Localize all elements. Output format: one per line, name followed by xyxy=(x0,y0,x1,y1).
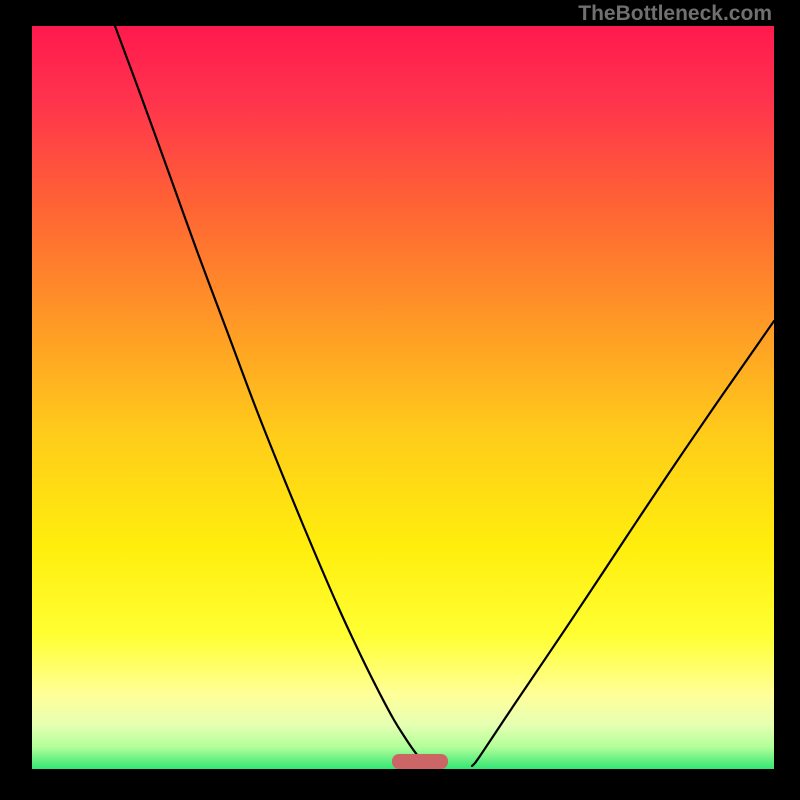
curve-left-branch xyxy=(115,26,427,766)
curve-right-branch xyxy=(472,321,774,766)
curve-svg xyxy=(32,26,774,769)
plot-area xyxy=(32,26,774,769)
watermark-text: TheBottleneck.com xyxy=(578,2,772,26)
bottleneck-marker xyxy=(392,754,448,769)
